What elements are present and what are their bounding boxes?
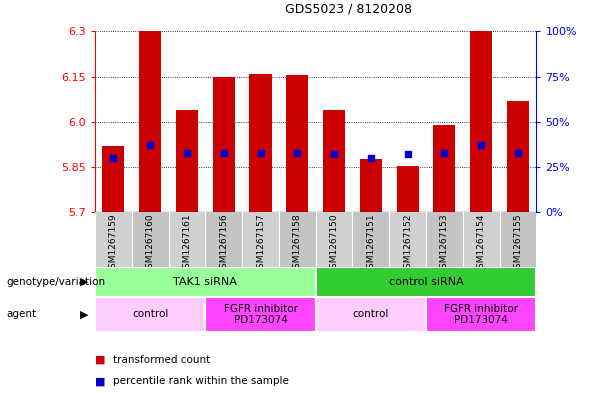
Bar [463,212,500,267]
Text: GSM1267154: GSM1267154 [477,214,485,274]
Bar [176,110,198,212]
Text: FGFR inhibitor
PD173074: FGFR inhibitor PD173074 [224,304,297,325]
Bar [95,212,132,267]
Bar [132,212,169,267]
Bar [102,146,124,212]
Text: transformed count: transformed count [113,354,211,365]
Bar [139,31,161,212]
Bar [316,297,426,332]
Bar [500,212,536,267]
Text: GSM1267160: GSM1267160 [146,214,154,274]
Bar [205,212,242,267]
Text: FGFR inhibitor
PD173074: FGFR inhibitor PD173074 [444,304,518,325]
Bar [95,297,205,332]
Text: genotype/variation: genotype/variation [6,277,105,287]
Text: ■: ■ [95,376,105,386]
Bar [470,31,492,212]
Text: control: control [132,309,169,320]
Bar [169,212,205,267]
Text: control: control [352,309,389,320]
Bar [205,297,316,332]
Text: GSM1267161: GSM1267161 [183,214,191,274]
Bar [95,267,316,297]
Bar [323,110,345,212]
Text: control siRNA: control siRNA [389,277,463,287]
Text: ■: ■ [95,354,105,365]
Text: GSM1267157: GSM1267157 [256,214,265,274]
Bar [352,212,389,267]
Bar [426,212,463,267]
Text: GSM1267159: GSM1267159 [109,214,118,274]
Text: percentile rank within the sample: percentile rank within the sample [113,376,289,386]
Text: agent: agent [6,309,36,320]
Text: GDS5023 / 8120208: GDS5023 / 8120208 [285,3,412,16]
Bar [249,73,272,212]
Text: ▶: ▶ [80,309,89,320]
Bar [426,297,536,332]
Bar [433,125,455,212]
Text: GSM1267156: GSM1267156 [219,214,228,274]
Bar [360,160,382,212]
Bar [279,212,316,267]
Text: GSM1267153: GSM1267153 [440,214,449,274]
Bar [213,77,235,212]
Text: GSM1267151: GSM1267151 [367,214,375,274]
Text: TAK1 siRNA: TAK1 siRNA [173,277,237,287]
Bar [316,267,536,297]
Bar [507,101,529,212]
Bar [316,212,352,267]
Bar [286,75,308,212]
Text: GSM1267158: GSM1267158 [293,214,302,274]
Bar [242,212,279,267]
Text: GSM1267150: GSM1267150 [330,214,338,274]
Bar [397,165,419,212]
Bar [389,212,426,267]
Text: GSM1267152: GSM1267152 [403,214,412,274]
Text: GSM1267155: GSM1267155 [514,214,522,274]
Text: ▶: ▶ [80,277,89,287]
